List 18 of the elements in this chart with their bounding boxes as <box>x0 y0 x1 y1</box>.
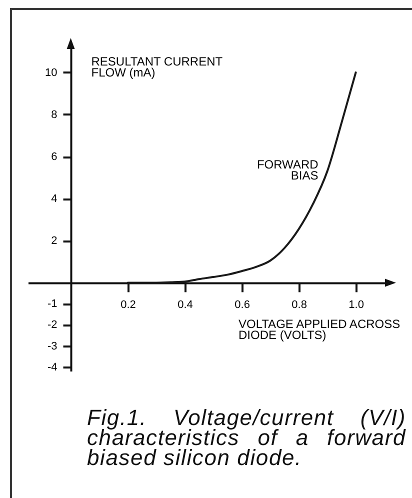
series-label: FORWARD BIAS <box>256 157 319 182</box>
x-tick-label: 0.6 <box>234 299 250 312</box>
caption: Fig.1. Voltage/current (V/I) characteristics of a forward biased silicon diode. <box>87 405 406 470</box>
y-axis-title: RESULTANT CURRENT FLOW (mA) <box>91 54 224 80</box>
x-tick-label: 0.4 <box>178 299 193 312</box>
y-tick-label: 6 <box>51 151 58 164</box>
x-axis-title: VOLTAGE APPLIED ACROSS DIODE (VOLTS) <box>238 317 400 342</box>
y-tick-label: 2 <box>51 235 58 248</box>
y-tick-label: 10 <box>45 66 58 79</box>
y-tick-label: 4 <box>51 193 58 206</box>
y-tick-label: -4 <box>47 361 58 374</box>
x-tick-label: 0.8 <box>292 299 307 312</box>
y-tick-label: -3 <box>47 340 58 352</box>
y-tick-label: 8 <box>51 108 58 121</box>
y-tick-label: -1 <box>47 298 58 310</box>
y-tick-label: -2 <box>47 319 58 332</box>
x-tick-label: 1.0 <box>348 299 364 312</box>
x-tick-label: 0.2 <box>120 299 136 312</box>
